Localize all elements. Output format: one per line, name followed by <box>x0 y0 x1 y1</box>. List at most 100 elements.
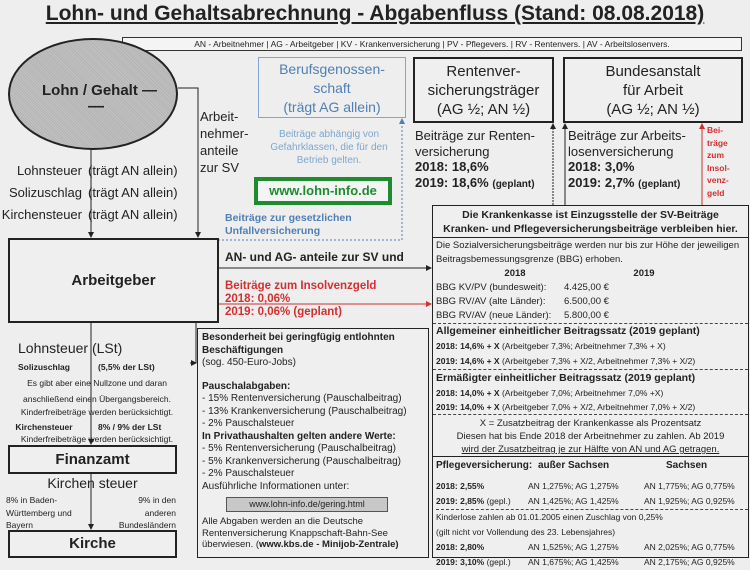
kirche-box: Kirche <box>8 530 177 558</box>
text: 2018: 0,06% <box>225 293 291 305</box>
tax-row: Kirchensteuer (trägt AN allein) <box>0 204 195 226</box>
text: für Arbeit <box>622 82 684 99</box>
soli-rate: (5,5% der LSt) <box>98 362 155 372</box>
rate-2018: 2018: 18,6% <box>415 159 489 174</box>
text: Kinderfreibeträge werden berücksichtigt. <box>20 407 174 417</box>
text: zur SV <box>200 160 240 175</box>
tax-name: Lohnsteuer <box>16 163 82 178</box>
rv-rates: Beiträge zur Renten-versicherung 2018: 1… <box>415 128 535 192</box>
rentenversicherung-box: Rentenver-sicherungsträger (AG ½; AN ½) <box>413 57 554 123</box>
dash: — <box>88 98 104 115</box>
tax-row: Solizuschlag (trägt AN allein) <box>0 182 195 204</box>
bbg-value: 4.425,00 € <box>564 282 609 293</box>
rate: 2018: 14,6% + X <box>436 341 500 351</box>
section-title: Allgemeiner einheitlicher Beitragssatz (… <box>436 325 700 337</box>
kist-rate: 8% / 9% der LSt <box>98 422 162 432</box>
text: sicherungsträger <box>427 82 540 99</box>
detail: (Arbeitgeber 7,3% + X/2, Arbeitnehmer 7,… <box>501 356 696 366</box>
bbg-intro: Die Sozialversicherungsbeiträge werden n… <box>436 240 740 265</box>
year-2019: 2019 <box>633 268 655 279</box>
bbg-value: 6.500,00 € <box>564 296 609 307</box>
value: AN 2,025%; AG 0,775% <box>644 542 735 552</box>
value: AN 1,775%; AG 0,775% <box>644 481 735 491</box>
value: AN 1,275%; AG 1,275% <box>528 481 619 491</box>
insolvenzgeld-flow-label: Beiträge zum Insolvenzgeld 2018: 0,06% 201… <box>225 280 376 319</box>
value: AN 1,525%; AG 1,275% <box>528 542 619 552</box>
planned: (geplant) <box>638 178 681 190</box>
bbg-value: 5.800,00 € <box>564 310 609 321</box>
year-2018: 2018 <box>504 268 526 279</box>
planned: (gepl.) <box>486 557 511 567</box>
pv-row: 2018: 2,55% AN 1,275%; AG 1,275% AN 1,775%… <box>436 479 748 494</box>
text: Bei- <box>707 125 724 135</box>
rate-2018: 2018: 3,0% <box>568 159 635 174</box>
text: Rentenver- <box>446 63 521 80</box>
detail: (Arbeitgeber 7,0%; Arbeitnehmer 7,0% +X) <box>501 388 664 398</box>
abbreviation-legend: AN - Arbeitnehmer | AG - Arbeitgeber | K… <box>122 37 742 51</box>
list-item: - 13% Krankenversicherung (Pauschalbeitr… <box>202 405 407 417</box>
lohnsteuer-details: Solizuschlag (5,5% der LSt) Es gibt aber … <box>0 359 194 444</box>
text: X = Zusatzbeitrag der Krankenkasse als P… <box>479 418 702 429</box>
ermaessigter-beitragssatz: Ermäßigter einheitlicher Beitragssatz (2… <box>433 369 748 414</box>
rate: 2019: 2,85% <box>436 496 485 506</box>
tax-note: (trägt AN allein) <box>88 207 178 222</box>
arbeitgeber-box: Arbeitgeber <box>8 238 219 323</box>
text: (AG ½; AN ½) <box>606 101 700 118</box>
footer-text: Alle Abgaben werden an die Deutsche Rent… <box>202 516 388 550</box>
pv-row: 2019: 2,85% (gepl.) AN 1,425%; AG 1,425% A… <box>436 494 748 509</box>
gering-link[interactable]: www.lohn-info.de/gering.html <box>226 497 388 512</box>
section-title: In Privathaushalten gelten andere Werte: <box>202 430 396 442</box>
sv-flow-label: AN- und AG- anteile zur SV und <box>225 250 404 264</box>
pv-row: 2019: 3,10% (gepl.) AN 1,675%; AG 1,425% A… <box>436 555 748 570</box>
bg-note: Beiträge abhängig von Gefahrklassen, die… <box>270 129 388 166</box>
list-item: - 5% Krankenversicherung (Pauschalbeitra… <box>202 455 401 467</box>
an-anteile-label: Arbeit-nehmer-anteile zur SV <box>200 108 248 176</box>
kirchensteuer-label: Kirchen steuer <box>47 475 138 491</box>
value: AN 1,675%; AG 1,425% <box>528 557 619 567</box>
unfallversicherung-label: Beiträge zur gesetzlichen Unfallversiche… <box>225 212 352 237</box>
text: Beiträge zur Renten- <box>415 128 535 143</box>
bundesanstalt-box: Bundesanstalt für Arbeit (AG ½; AN ½) <box>563 57 743 123</box>
rate: 2019: 14,0% + X <box>436 402 500 412</box>
lohn-gehalt-label: Lohn / Gehalt — <box>42 82 157 99</box>
tax-name: Kirchensteuer <box>1 207 82 222</box>
bbg-label: BBG RV/AV (alte Länder): <box>436 296 546 307</box>
text: Insol- <box>707 162 730 173</box>
berufsgenossenschaft-box: Berufsgenossen-schaft (trägt AG allein) <box>258 57 406 118</box>
list-item: - 15% Rentenversicherung (Pauschalbeitra… <box>202 393 402 404</box>
text: versicherung <box>415 143 490 159</box>
kbs-link[interactable]: www.kbs.de - Minijob-Zentrale) <box>259 539 399 550</box>
text: (trägt AG allein) <box>283 99 381 115</box>
text: zum <box>707 150 724 160</box>
minijob-box: Besonderheit bei geringfügig entlohnten … <box>197 328 429 558</box>
bbg-row: BBG RV/AV (alte Länder): 6.500,00 € <box>436 295 748 309</box>
value: AN 2,175%; AG 0,925% <box>644 557 735 567</box>
text: nehmer- <box>200 126 249 141</box>
planned: (geplant) <box>492 178 535 190</box>
text: Beiträge zur Arbeits- <box>568 128 686 143</box>
website-link[interactable]: www.lohn-info.de <box>254 177 392 205</box>
info-text: Ausführliche Informationen unter: <box>202 480 350 492</box>
rate: 2019: 3,10% <box>436 557 485 567</box>
text: Kinderfreibeträge werden berücksichtigt. <box>20 434 174 444</box>
text: Arbeit- <box>200 109 239 124</box>
text: anteile <box>200 143 239 158</box>
text: 2019: 0,06% (geplant) <box>225 306 342 318</box>
text: Diesen hat bis Ende 2018 der Arbeitnehme… <box>456 431 725 442</box>
text: geld <box>707 187 725 198</box>
text: venz- <box>707 175 729 185</box>
bbg-label: BBG RV/AV (neue Länder): <box>436 310 552 321</box>
detail: (Arbeitgeber 7,3%; Arbeitnehmer 7,3% + X… <box>501 341 666 351</box>
minijob-title: Besonderheit bei geringfügig entlohnten … <box>202 332 395 356</box>
tax-name: Solizuschlag <box>9 185 82 200</box>
text: träge <box>707 137 728 148</box>
value: AN 1,425%; AG 1,425% <box>528 496 619 506</box>
tax-row: Lohnsteuer (trägt AN allein) <box>0 160 195 182</box>
kist-label: Kirchensteuer <box>15 422 73 432</box>
text: losenversicherung <box>568 143 674 159</box>
tax-list: Lohnsteuer (trägt AN allein) Solizuschlag… <box>0 160 195 226</box>
lohnsteuer-title: Lohnsteuer (LSt) <box>18 340 123 356</box>
finanzamt-box: Finanzamt <box>8 445 177 474</box>
section-title: Pauschalabgaben: <box>202 380 291 392</box>
